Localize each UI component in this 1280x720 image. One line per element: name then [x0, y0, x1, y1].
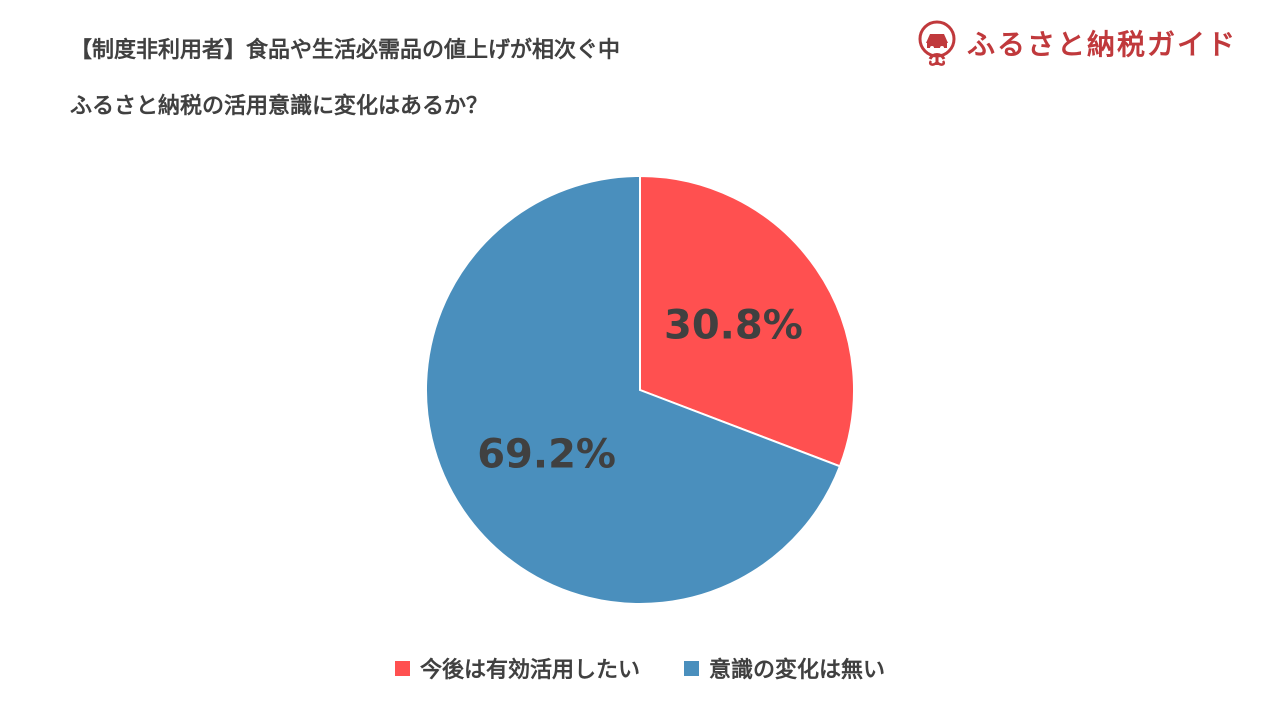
legend-label-2: 意識の変化は無い	[709, 658, 886, 683]
brand-logo-block: ふるさと納税ガイド	[915, 18, 1237, 68]
legend-swatch-1	[394, 660, 410, 676]
brand-emblem-icon	[918, 20, 956, 66]
chart-legend: 今後は有効活用したい 意識の変化は無い	[0, 652, 1280, 684]
slice-value-label-2: 69.2%	[477, 431, 616, 477]
legend-swatch-2	[684, 660, 699, 676]
legend-label-1: 今後は有効活用したい	[419, 658, 640, 683]
chart-title-line-1: 【制度非利用者】食品や生活必需品の値上げが相次ぐ中	[70, 38, 621, 63]
legend-item-1: 今後は有効活用したい	[394, 652, 640, 684]
pie-slice-2	[425, 174, 842, 605]
brand-name: ふるさと納税ガイド	[967, 28, 1238, 61]
slice-value-label-1: 30.8%	[664, 303, 803, 349]
legend-item-2: 意識の変化は無い	[684, 652, 885, 684]
pie-slice-1	[639, 174, 855, 468]
chart-title-line-2: ふるさと納税の活用意識に変化はあるか？	[70, 94, 489, 119]
